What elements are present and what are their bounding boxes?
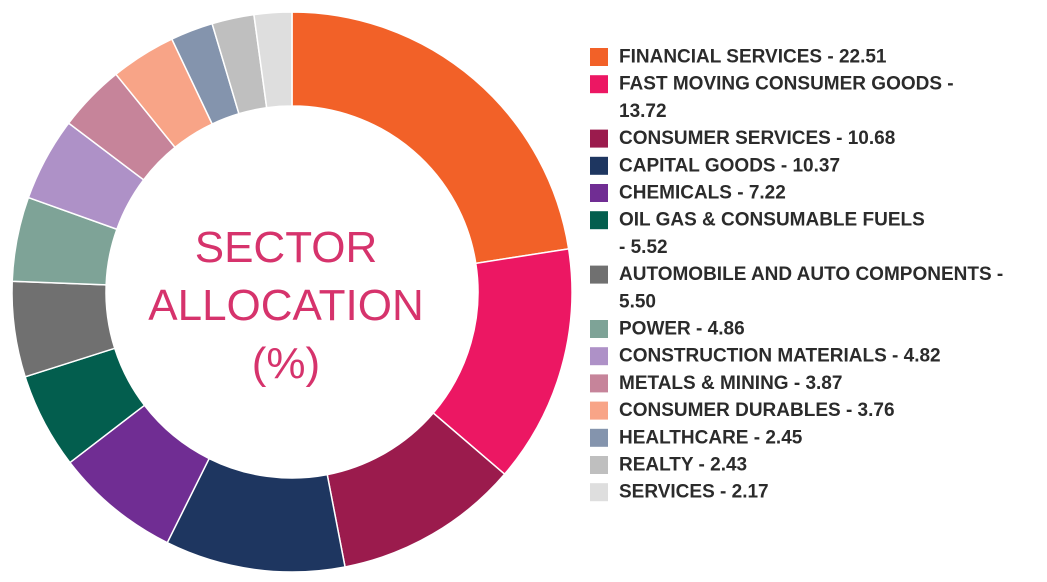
legend-label: CONSTRUCTION MATERIALS - 4.82 <box>619 346 941 367</box>
legend-label: CHEMICALS - 7.22 <box>619 183 786 204</box>
legend-swatch <box>590 428 608 447</box>
legend-label: POWER - 4.86 <box>619 319 745 340</box>
donut-slices <box>11 11 573 573</box>
legend-item-oil-gas-and-consumable-fuels: OIL GAS & CONSUMABLE FUELS - 5.52 <box>590 210 925 258</box>
legend-swatch <box>590 156 608 175</box>
legend-swatch <box>590 401 608 420</box>
legend-swatch <box>590 347 608 366</box>
legend-item-consumer-durables: CONSUMER DURABLES - 3.76 <box>590 400 895 421</box>
legend-swatch <box>590 456 608 474</box>
legend-swatch <box>590 483 608 502</box>
legend-swatch <box>590 320 608 338</box>
slice-financial-services <box>291 11 570 265</box>
legend-item-financial-services: FINANCIAL SERVICES - 22.51 <box>590 47 887 68</box>
legend-item-capital-goods: CAPITAL GOODS - 10.37 <box>590 155 840 176</box>
chart-title-line-2: ALLOCATION <box>148 281 423 330</box>
legend-swatch <box>590 75 608 94</box>
legend-swatch <box>590 211 608 230</box>
legend-label: AUTOMOBILE AND AUTO COMPONENTS - <box>619 264 1003 285</box>
legend-item-power: POWER - 4.86 <box>590 319 745 340</box>
legend-item-construction-materials: CONSTRUCTION MATERIALS - 4.82 <box>590 346 941 367</box>
legend-item-realty: REALTY - 2.43 <box>590 455 747 476</box>
legend-item-chemicals: CHEMICALS - 7.22 <box>590 183 786 204</box>
legend-swatch <box>590 184 608 202</box>
legend-item-services: SERVICES - 2.17 <box>590 482 769 503</box>
legend-label: FINANCIAL SERVICES - 22.51 <box>619 47 887 68</box>
legend-item-automobile-and-auto-components: AUTOMOBILE AND AUTO COMPONENTS - 5.50 <box>590 264 1003 312</box>
legend-label: REALTY - 2.43 <box>619 455 747 476</box>
legend-swatch <box>590 265 608 284</box>
legend-label: CONSUMER DURABLES - 3.76 <box>619 400 895 421</box>
legend-label: HEALTHCARE - 2.45 <box>619 427 803 448</box>
chart-title-line-3: (%) <box>252 339 320 388</box>
legend-label: 13.72 <box>619 101 667 122</box>
chart-title: SECTOR ALLOCATION (%) <box>148 223 423 388</box>
legend-label: METALS & MINING - 3.87 <box>619 373 842 394</box>
legend-swatch <box>590 374 608 393</box>
slice-services <box>253 11 293 109</box>
legend-swatch <box>590 129 608 148</box>
legend-item-fast-moving-consumer-goods: FAST MOVING CONSUMER GOODS - 13.72 <box>590 74 954 122</box>
legend-label: - 5.52 <box>619 237 668 258</box>
chart-title-line-1: SECTOR <box>195 223 378 272</box>
legend-item-consumer-services: CONSUMER SERVICES - 10.68 <box>590 128 895 149</box>
legend-label: CONSUMER SERVICES - 10.68 <box>619 128 895 149</box>
legend-label: 5.50 <box>619 291 656 312</box>
legend-label: CAPITAL GOODS - 10.37 <box>619 155 840 176</box>
legend-label: FAST MOVING CONSUMER GOODS - <box>619 74 954 95</box>
legend-label: SERVICES - 2.17 <box>619 482 769 503</box>
legend-swatch <box>590 48 608 66</box>
donut-chart: SECTOR ALLOCATION (%) <box>11 11 573 573</box>
legend-item-healthcare: HEALTHCARE - 2.45 <box>590 427 803 448</box>
legend-item-metals-and-mining: METALS & MINING - 3.87 <box>590 373 842 394</box>
legend-label: OIL GAS & CONSUMABLE FUELS <box>619 210 925 231</box>
